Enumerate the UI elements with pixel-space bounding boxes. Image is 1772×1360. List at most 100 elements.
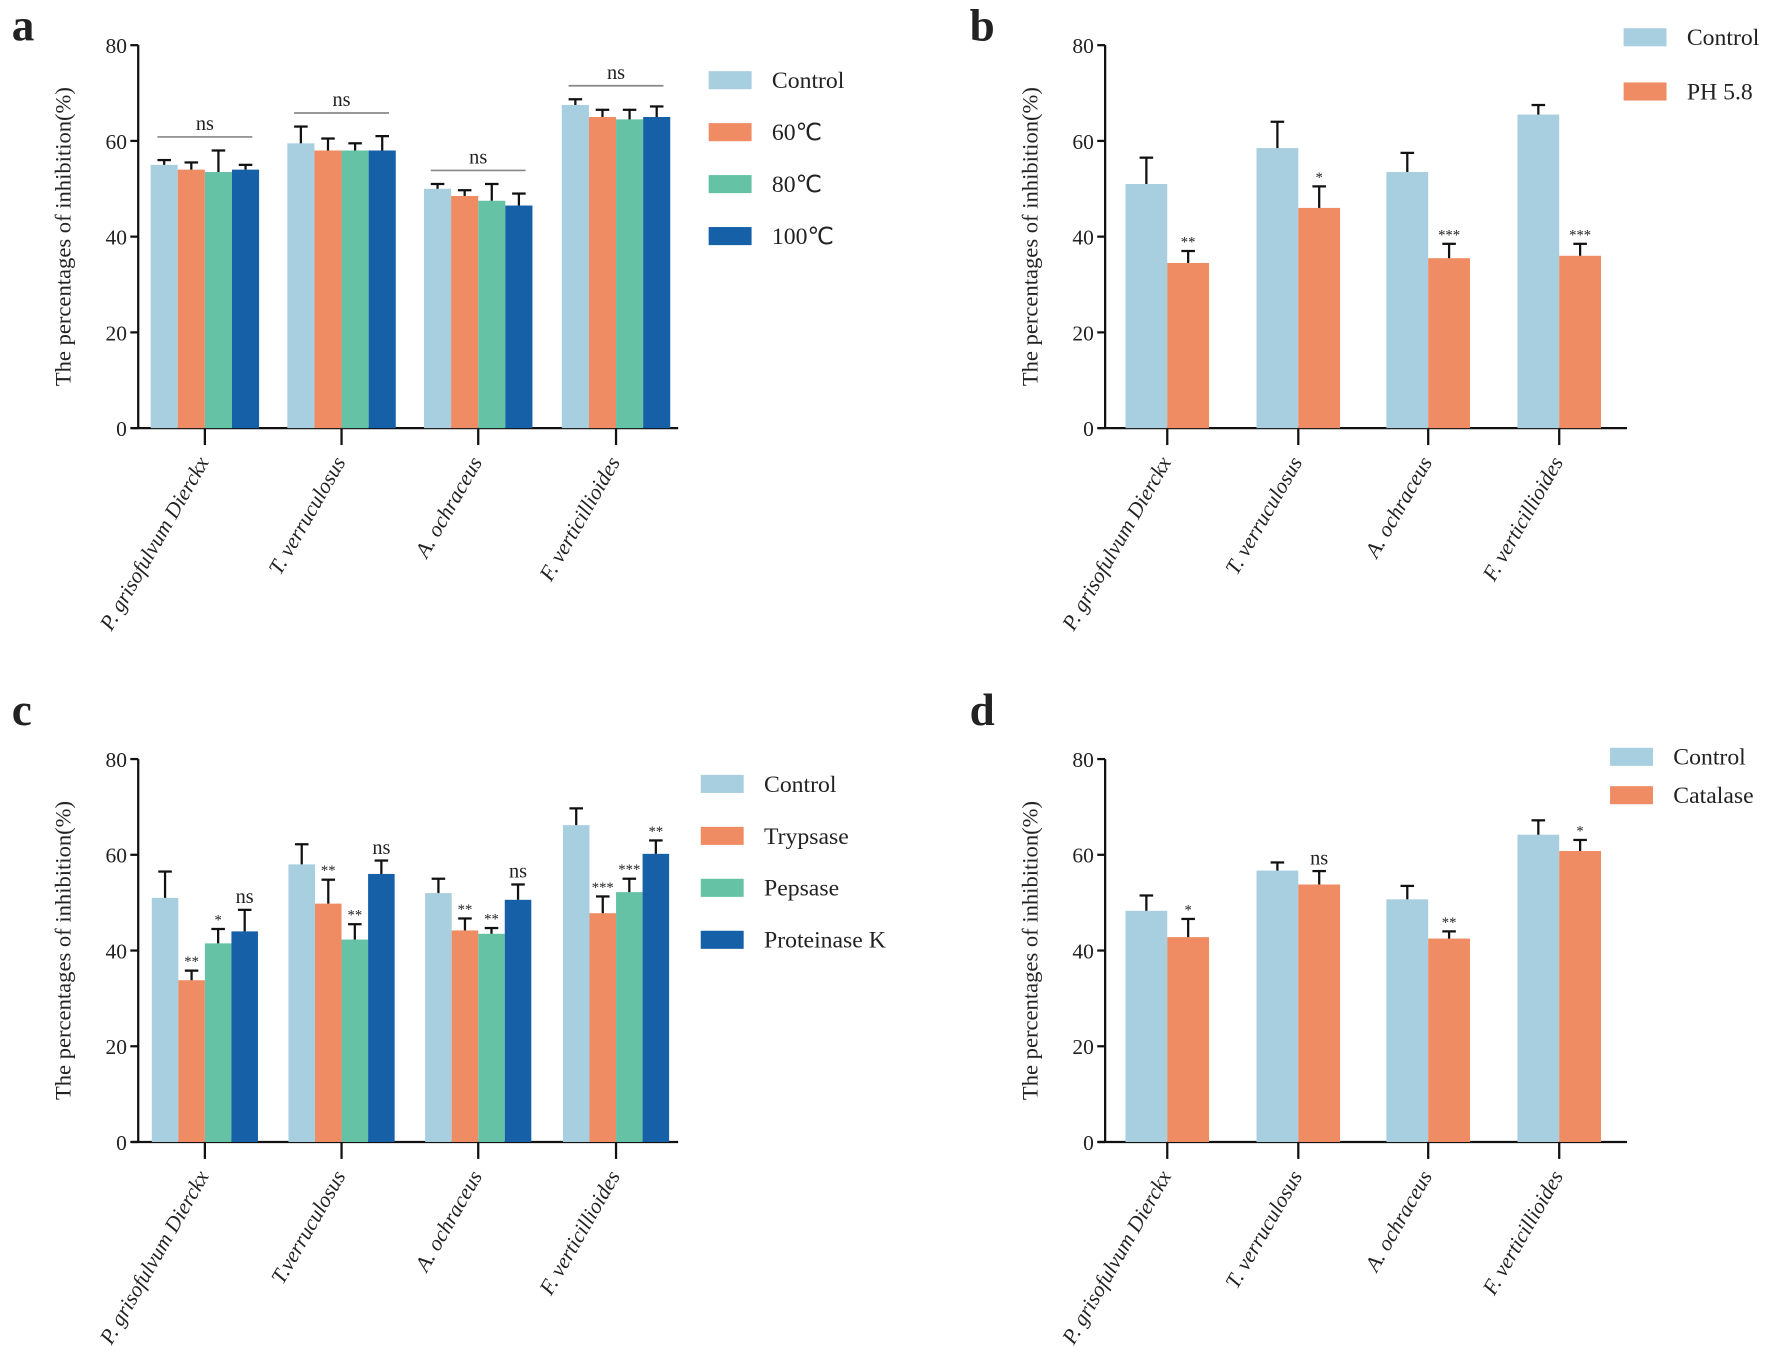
bar (451, 930, 479, 1142)
bar (1428, 938, 1470, 1142)
significance-label: ns (1310, 847, 1328, 869)
group-significance-label: ns (469, 147, 487, 169)
legend-swatch (700, 826, 744, 845)
y-tick-label: 20 (1072, 321, 1093, 345)
x-tick-label: T. verruculosus (264, 452, 351, 578)
significance-label: *** (592, 880, 614, 896)
legend-swatch (708, 175, 752, 194)
significance-label: ** (484, 912, 499, 928)
legend-label: Catalase (1673, 783, 1753, 809)
legend-label: Control (1687, 25, 1760, 51)
legend-swatch (1623, 82, 1667, 101)
bar (315, 903, 342, 1142)
bar (368, 150, 396, 429)
bar (204, 943, 232, 1142)
legend-label: PH 5.8 (1687, 79, 1753, 105)
legend-swatch (708, 71, 752, 90)
y-tick-label: 80 (1072, 748, 1093, 772)
bar (1256, 870, 1299, 1142)
y-tick-label: 60 (1072, 844, 1093, 868)
bar (588, 116, 617, 429)
bar (1559, 255, 1602, 429)
legend-swatch (700, 878, 744, 897)
y-tick-label: 40 (1072, 939, 1093, 963)
significance-label: *** (1438, 227, 1460, 243)
y-tick-label: 0 (1083, 417, 1094, 441)
bar (1125, 910, 1168, 1142)
y-axis-label: The percentages of inhibition(%) (50, 801, 75, 1100)
bar (1386, 172, 1429, 429)
significance-label: ns (509, 861, 527, 883)
significance-label: ** (184, 954, 199, 970)
y-tick-label: 0 (1083, 1131, 1094, 1155)
y-tick-label: 40 (105, 939, 126, 963)
y-tick-label: 0 (116, 1131, 127, 1155)
bar (616, 892, 643, 1142)
significance-label: *** (1569, 227, 1591, 243)
significance-label: ns (372, 837, 390, 859)
bar (1125, 183, 1168, 429)
legend-swatch (1610, 747, 1653, 766)
y-tick-label: 80 (1072, 34, 1093, 58)
y-axis-label: The percentages of inhibition(%) (1017, 87, 1042, 386)
bar (178, 980, 205, 1142)
bar (589, 913, 617, 1142)
legend-swatch (700, 774, 744, 793)
legend-label: Trypsase (764, 824, 849, 850)
bar (562, 825, 590, 1142)
legend-label: 80℃ (772, 172, 822, 198)
bar (287, 143, 315, 429)
x-tick-label: A. ochraceus (1359, 1166, 1437, 1277)
significance-label: * (1316, 170, 1323, 186)
x-tick-label: F. verticillioides (534, 1166, 625, 1299)
significance-label: ** (347, 908, 362, 924)
x-tick-label: T. verruculosus (1220, 1166, 1307, 1292)
legend-swatch (700, 930, 744, 949)
significance-label: * (1576, 823, 1583, 839)
bar (451, 195, 479, 429)
x-tick-label: A. ochraceus (409, 452, 487, 563)
legend-label: Proteinase K (764, 928, 886, 954)
significance-label: ** (321, 863, 336, 879)
y-tick-label: 60 (1072, 130, 1093, 154)
bar (1167, 937, 1210, 1142)
bar (314, 150, 342, 429)
legend-swatch (708, 123, 752, 142)
significance-label: ** (649, 824, 664, 840)
bar (616, 119, 644, 429)
significance-label: *** (618, 862, 640, 878)
y-tick-label: 40 (1072, 226, 1093, 250)
x-tick-label: P. grisofulvum Dierckx (94, 1166, 214, 1349)
bar (425, 893, 452, 1142)
x-tick-label: A. ochraceus (1359, 452, 1437, 563)
bar (561, 105, 589, 429)
legend-swatch (708, 227, 752, 246)
bar (231, 169, 260, 429)
bar (288, 864, 316, 1142)
chart-b: b The percentages of inhibition(%) 0 20 40 60… (970, 1, 1760, 635)
y-tick-label: 20 (105, 1035, 126, 1059)
group-significance-label: ns (196, 113, 214, 135)
significance-label: ** (458, 902, 473, 918)
legend-label: 100℃ (772, 224, 834, 250)
y-tick-label: 60 (105, 130, 126, 154)
legend-label: Control (772, 68, 845, 94)
bar (177, 169, 205, 429)
chart-a: a The percentages of inhibition(%) 0 20 40 60… (12, 1, 845, 635)
x-tick-label: T.verruculosus (266, 1166, 350, 1288)
y-tick-label: 60 (105, 844, 126, 868)
significance-label: ns (236, 886, 254, 908)
significance-label: ** (1181, 234, 1196, 250)
chart-d: d The percentages of inhibition(%) 0 20 40 60… (970, 685, 1754, 1349)
y-tick-label: 20 (1072, 1035, 1093, 1059)
panel-label: b (970, 1, 995, 51)
bar (204, 172, 232, 429)
legend-label: Pepsase (764, 876, 839, 902)
x-tick-label: P. grisofulvum Dierckx (94, 452, 214, 635)
x-tick-label: F. verticillioides (1477, 452, 1568, 585)
bar (1256, 148, 1299, 429)
bar (1428, 258, 1470, 429)
bar (1517, 834, 1560, 1142)
bar (504, 899, 532, 1142)
